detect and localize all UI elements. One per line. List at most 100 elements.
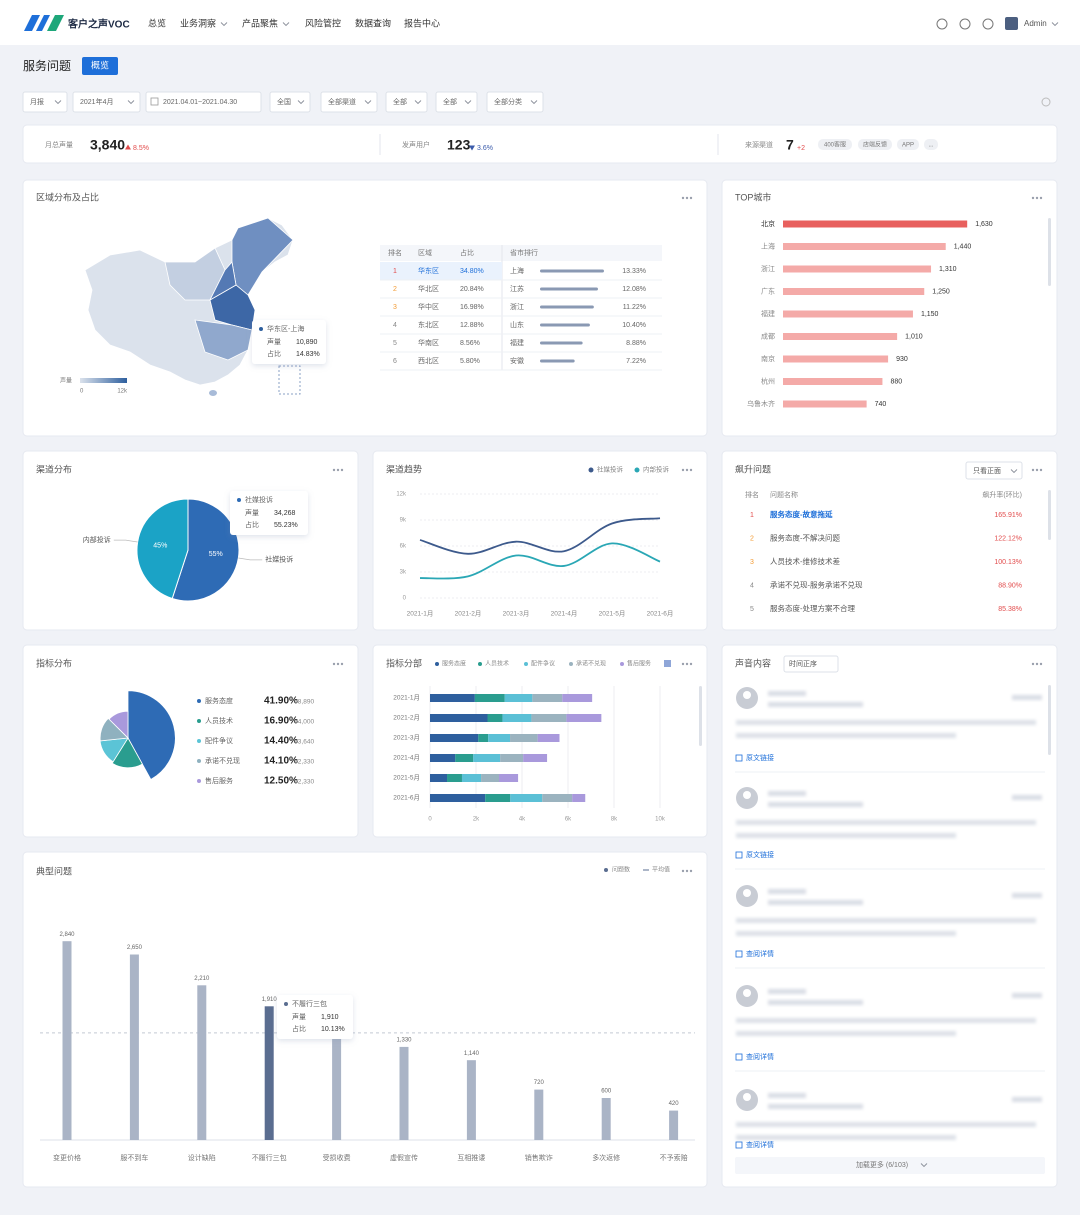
legend-dot [634,467,640,473]
bar-segment [430,734,479,742]
more-dot[interactable] [1039,662,1043,666]
table-header-cell: 排名 [745,490,759,499]
pie-slice [136,498,189,600]
more-dot[interactable] [332,468,336,472]
user-name[interactable]: Admin [1024,19,1047,28]
more-dot[interactable] [340,468,344,472]
scrollbar [1048,490,1051,540]
rise-rate: 165.91% [994,512,1022,519]
more-dot[interactable] [689,468,693,472]
nav-item[interactable]: 总览 [148,17,166,28]
blurred-date [1012,695,1042,700]
toolbar-icon[interactable] [982,18,994,30]
more-dot[interactable] [1031,662,1035,666]
more-dot[interactable] [685,196,689,200]
bar-segment [531,714,567,722]
more-dot[interactable] [1031,196,1035,200]
table-cell: 华北区 [418,284,439,293]
label: 14.83% [296,351,320,358]
share-label: 7.22% [626,358,646,365]
more-dot[interactable] [1035,468,1039,472]
link[interactable]: 查阅详情 [746,1140,774,1149]
more-dot[interactable] [332,662,336,666]
bar-segment [430,774,448,782]
filter-select[interactable] [72,91,141,113]
more-dot[interactable] [1035,662,1039,666]
more-dot[interactable] [685,869,689,873]
more-dot[interactable] [1031,468,1035,472]
load-more[interactable] [735,1157,1045,1174]
toolbar-icon[interactable] [936,18,948,30]
bar-segment [430,714,488,722]
filter-select[interactable] [22,91,68,113]
more-dot[interactable] [1035,196,1039,200]
label: 占比 [292,1024,306,1033]
more-dot[interactable] [685,662,689,666]
tab-button[interactable] [82,57,118,75]
x-tick-label: 受损收费 [323,1153,351,1162]
card [721,450,1058,631]
legend-label: 人员技术 [485,660,509,668]
more-dot[interactable] [681,869,685,873]
link[interactable]: 原文链接 [746,850,774,859]
filter-select[interactable] [965,461,1023,480]
tooltip-dot [237,498,241,502]
share-bar [540,269,604,273]
chevron [282,22,290,27]
y-tick-label: 2021-4月 [393,754,420,762]
avatar[interactable] [1005,17,1018,30]
more-dot[interactable] [1039,196,1043,200]
filter-select[interactable] [320,91,378,113]
refresh-icon[interactable] [1041,97,1051,107]
more-dot[interactable] [336,662,340,666]
more-dot[interactable] [340,662,344,666]
nav-item[interactable]: 产品聚焦 [242,17,278,28]
nav-item[interactable]: 业务洞察 [180,17,216,28]
link[interactable]: 查阅详情 [746,1052,774,1061]
more-dot[interactable] [689,869,693,873]
filter-select[interactable] [145,91,262,113]
more-dot[interactable] [681,196,685,200]
sort-button[interactable] [783,655,839,673]
table-cell: 2 [393,286,397,293]
data-label: 880 [890,378,902,385]
more-dot[interactable] [681,468,685,472]
load-more-label[interactable]: 加载更多 (6/103) [856,1160,908,1169]
page-title: 服务问题 [23,58,71,73]
more-dot[interactable] [336,468,340,472]
tab-label[interactable]: 概览 [91,59,109,70]
toolbar-icon[interactable] [959,18,971,30]
bar-segment [487,714,503,722]
filter-select[interactable] [486,91,544,113]
legend-label: 问题数 [612,866,630,874]
filter-select[interactable] [385,91,428,113]
y-tick-label: 北京 [761,219,775,228]
card-title: 飙升问题 [735,463,771,474]
tooltip [252,320,326,364]
x-tick-label: 6k [565,817,572,823]
table-cell: 3 [393,304,397,311]
nav-item[interactable]: 风险管控 [305,17,341,28]
blurred-name [768,691,806,696]
legend-more[interactable] [664,660,671,667]
trend-arrow [469,145,475,151]
share-label: 10.40% [622,322,646,329]
link[interactable]: 原文链接 [746,753,774,762]
table-cell: 华南区 [418,338,439,347]
y-tick-label: 2021-6月 [393,794,420,802]
link[interactable]: 查阅详情 [746,949,774,958]
more-dot[interactable] [1039,468,1043,472]
nav-item[interactable]: 报告中心 [404,17,440,28]
bar [783,378,883,385]
table-cell: 6 [393,358,397,365]
more-dot[interactable] [689,196,693,200]
more-dot[interactable] [685,468,689,472]
blurred-date [1012,1097,1042,1102]
more-dot[interactable] [681,662,685,666]
filter-select[interactable] [269,91,311,113]
more-dot[interactable] [689,662,693,666]
nav-item[interactable]: 数据查询 [355,17,391,28]
blurred-name [768,1093,806,1098]
bar-segment [481,774,499,782]
filter-select[interactable] [435,91,478,113]
